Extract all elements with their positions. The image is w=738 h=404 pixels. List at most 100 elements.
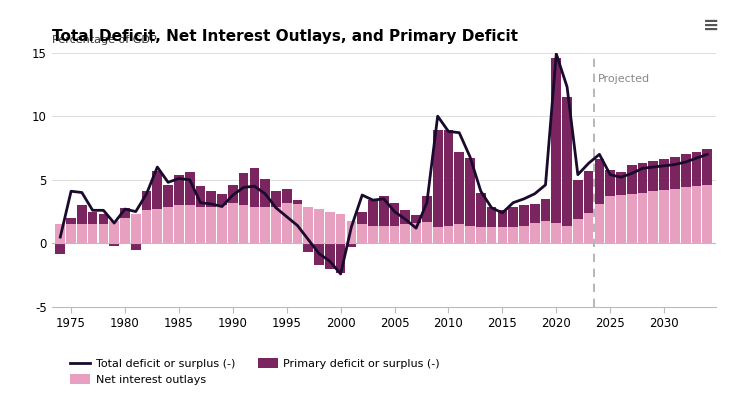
Bar <box>638 192 647 243</box>
Bar <box>411 223 421 243</box>
Bar <box>595 160 604 204</box>
Bar <box>196 186 205 206</box>
Text: ≡: ≡ <box>703 16 720 35</box>
Bar <box>584 171 593 213</box>
Bar <box>238 173 249 205</box>
Bar <box>77 205 86 224</box>
Bar <box>530 204 539 223</box>
Bar <box>616 195 626 243</box>
Bar <box>649 161 658 191</box>
Bar <box>627 194 637 243</box>
Bar <box>692 152 701 186</box>
Bar <box>562 225 572 243</box>
Bar <box>207 191 216 206</box>
Bar <box>422 222 432 243</box>
Bar <box>131 214 141 243</box>
Bar <box>271 206 280 243</box>
Bar <box>497 210 507 227</box>
Bar <box>659 160 669 190</box>
Bar <box>703 149 712 185</box>
Bar <box>77 224 86 243</box>
Bar <box>282 189 292 203</box>
Bar <box>196 206 205 243</box>
Bar <box>379 196 389 225</box>
Bar <box>282 203 292 243</box>
Bar <box>595 204 604 243</box>
Bar <box>153 171 162 209</box>
Bar <box>357 224 367 243</box>
Bar <box>66 224 76 243</box>
Bar <box>142 210 151 243</box>
Bar <box>562 97 572 225</box>
Bar <box>174 205 184 243</box>
Bar <box>411 215 421 223</box>
Bar <box>314 209 324 243</box>
Bar <box>541 221 551 243</box>
Bar <box>465 225 475 243</box>
Bar <box>261 206 270 243</box>
Bar <box>109 221 119 243</box>
Bar <box>573 180 583 219</box>
Bar <box>314 243 324 265</box>
Bar <box>605 196 615 243</box>
Bar <box>444 225 453 243</box>
Bar <box>88 212 97 224</box>
Bar <box>692 186 701 243</box>
Bar <box>670 157 680 189</box>
Bar <box>325 243 335 269</box>
Bar <box>638 163 647 192</box>
Bar <box>249 206 259 243</box>
Bar <box>605 170 615 196</box>
Bar <box>432 130 443 227</box>
Bar <box>401 224 410 243</box>
Bar <box>347 243 356 247</box>
Bar <box>551 223 561 243</box>
Bar <box>99 214 108 224</box>
Bar <box>174 175 184 205</box>
Bar <box>142 191 151 210</box>
Bar <box>261 179 270 206</box>
Bar <box>390 203 399 225</box>
Bar <box>390 225 399 243</box>
Bar <box>508 206 518 227</box>
Bar <box>228 185 238 203</box>
Bar <box>131 243 141 250</box>
Bar <box>681 154 691 187</box>
Bar <box>455 152 464 224</box>
Bar <box>519 205 529 225</box>
Bar <box>616 172 626 195</box>
Bar <box>99 224 108 243</box>
Bar <box>303 206 313 243</box>
Bar <box>163 185 173 206</box>
Bar <box>670 189 680 243</box>
Bar <box>432 227 443 243</box>
Bar <box>293 200 303 204</box>
Bar <box>336 214 345 243</box>
Legend: Total deficit or surplus (-), Net interest outlays, Primary deficit or surplus (: Total deficit or surplus (-), Net intere… <box>71 358 440 385</box>
Bar <box>303 243 313 252</box>
Bar <box>530 223 539 243</box>
Bar <box>368 225 378 243</box>
Bar <box>88 224 97 243</box>
Bar <box>120 208 130 218</box>
Bar <box>66 218 76 224</box>
Bar <box>163 206 173 243</box>
Bar <box>379 225 389 243</box>
Bar <box>476 227 486 243</box>
Bar <box>55 224 65 243</box>
Bar <box>238 205 249 243</box>
Bar <box>357 212 367 224</box>
Bar <box>228 203 238 243</box>
Bar <box>217 194 227 205</box>
Text: Projected: Projected <box>599 74 650 84</box>
Text: Total Deficit, Net Interest Outlays, and Primary Deficit: Total Deficit, Net Interest Outlays, and… <box>52 29 517 44</box>
Bar <box>217 205 227 243</box>
Bar <box>465 158 475 225</box>
Bar <box>347 221 356 243</box>
Bar <box>703 185 712 243</box>
Bar <box>551 58 561 223</box>
Bar <box>325 212 335 243</box>
Bar <box>541 199 551 221</box>
Bar <box>336 243 345 273</box>
Bar <box>487 206 497 227</box>
